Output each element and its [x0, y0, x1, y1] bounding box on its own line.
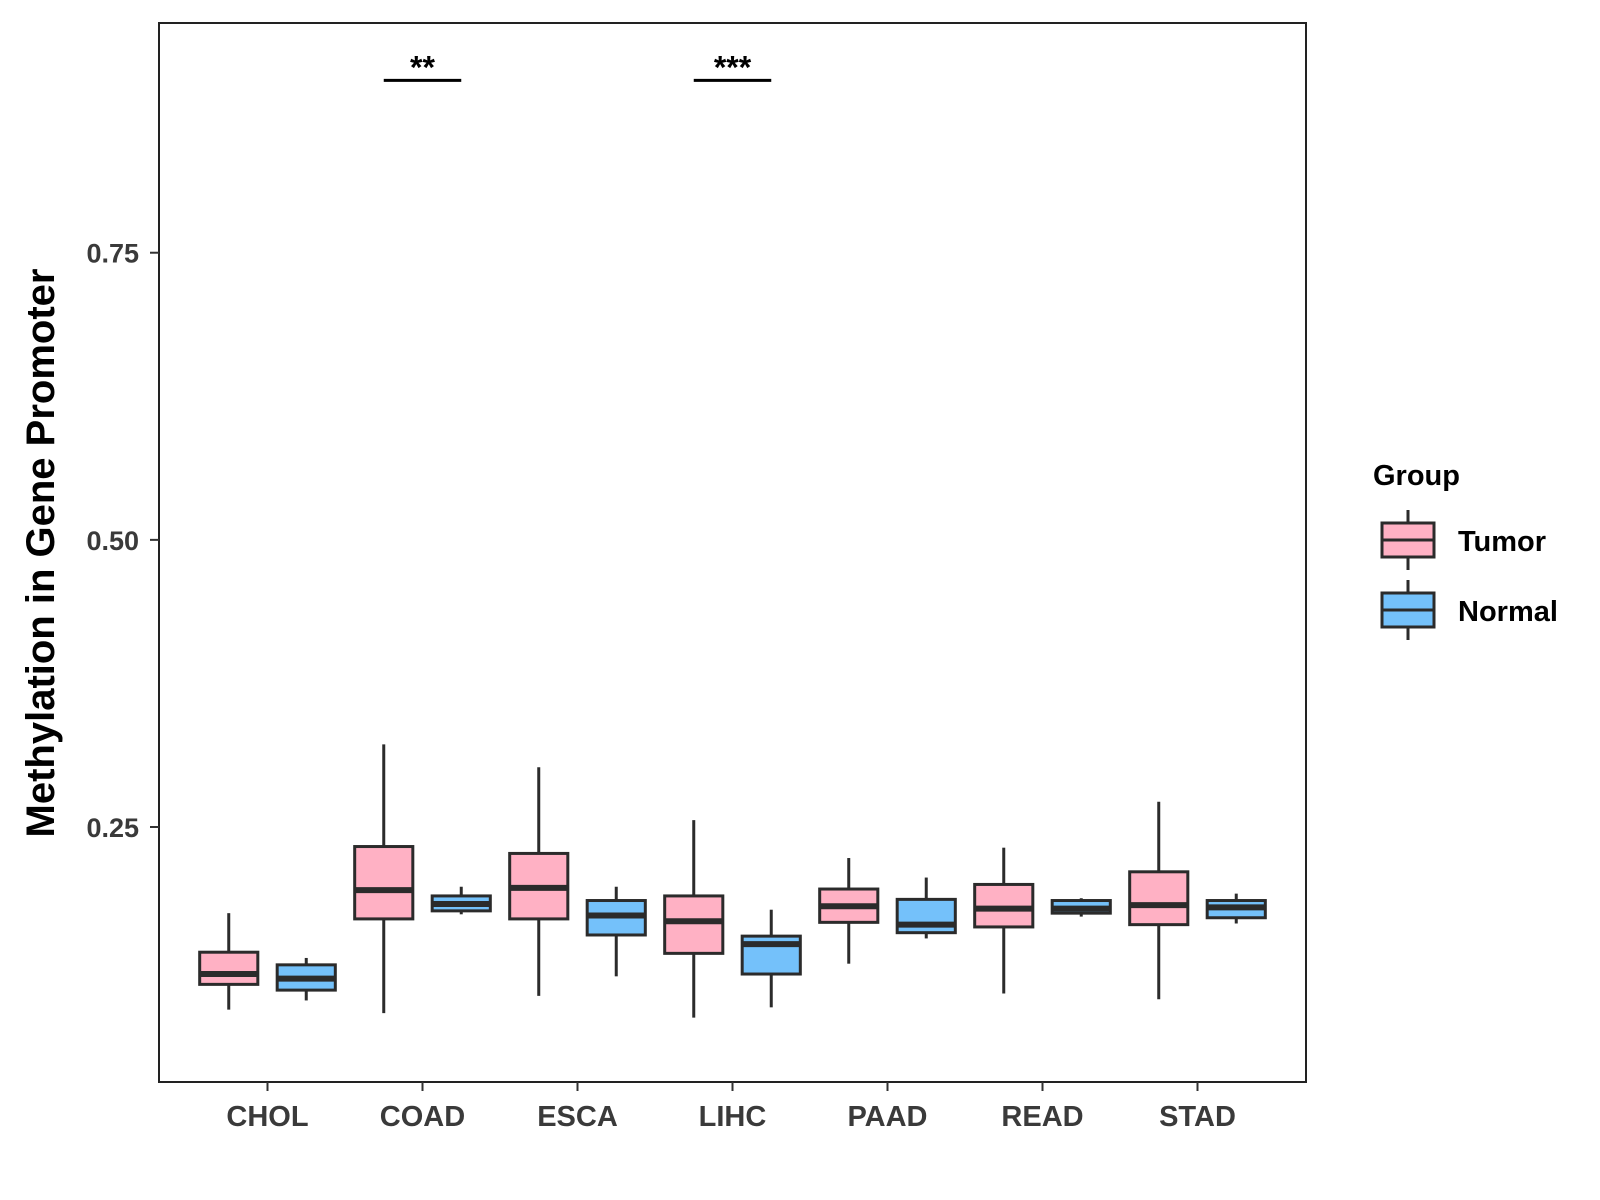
- box-series: [198, 744, 1267, 1018]
- box-tumor-esca: [508, 767, 570, 996]
- x-tick-label-stad: STAD: [1159, 1101, 1236, 1133]
- x-axis: CHOL COAD ESCA LIHC PAAD READ STAD: [226, 1082, 1236, 1133]
- box-tumor-paad: [818, 858, 880, 964]
- legend-items: Tumor Normal: [1380, 510, 1558, 640]
- box-body: [663, 894, 725, 955]
- box-normal-esca: [585, 886, 647, 977]
- x-tick-label-chol: CHOL: [226, 1101, 308, 1133]
- significance-stars: ***: [714, 49, 752, 85]
- box-normal-paad: [895, 877, 957, 939]
- box-normal-coad: [430, 886, 492, 915]
- y-axis-label: Methylation in Gene Promoter: [19, 269, 63, 838]
- box-normal-lihc: [740, 909, 802, 1008]
- legend-item-normal: Normal: [1380, 580, 1558, 640]
- y-tick-label: 0.25: [86, 813, 139, 843]
- legend-title: Group: [1373, 460, 1460, 492]
- legend: Group Tumor Normal: [1373, 460, 1558, 640]
- box-tumor-lihc: [663, 820, 725, 1018]
- legend-label: Normal: [1458, 596, 1558, 628]
- box-normal-read: [1050, 898, 1112, 917]
- box-normal-chol: [275, 957, 337, 1001]
- box-tumor-coad: [353, 744, 415, 1014]
- legend-label: Tumor: [1458, 526, 1546, 558]
- box-tumor-stad: [1128, 801, 1190, 1000]
- x-tick-label-paad: PAAD: [847, 1101, 927, 1133]
- x-tick-label-esca: ESCA: [537, 1101, 618, 1133]
- box-tumor-read: [973, 847, 1035, 994]
- y-tick-label: 0.50: [86, 526, 139, 556]
- x-tick-label-read: READ: [1001, 1101, 1083, 1133]
- box-body: [895, 897, 957, 935]
- x-tick-label-lihc: LIHC: [699, 1101, 767, 1133]
- box-body: [198, 950, 260, 986]
- box-body: [353, 845, 415, 921]
- plot-panel: [158, 22, 1307, 1083]
- box-normal-stad: [1205, 893, 1267, 924]
- x-tick-label-coad: COAD: [380, 1101, 465, 1133]
- significance-annotations: ** ***: [383, 49, 772, 85]
- significance-stars: **: [410, 49, 435, 85]
- box-tumor-chol: [198, 913, 260, 1010]
- box-body: [1128, 870, 1190, 927]
- y-tick-label: 0.75: [86, 239, 139, 269]
- y-axis: 0.25 0.50 0.75: [86, 239, 159, 843]
- legend-item-tumor: Tumor: [1380, 510, 1546, 570]
